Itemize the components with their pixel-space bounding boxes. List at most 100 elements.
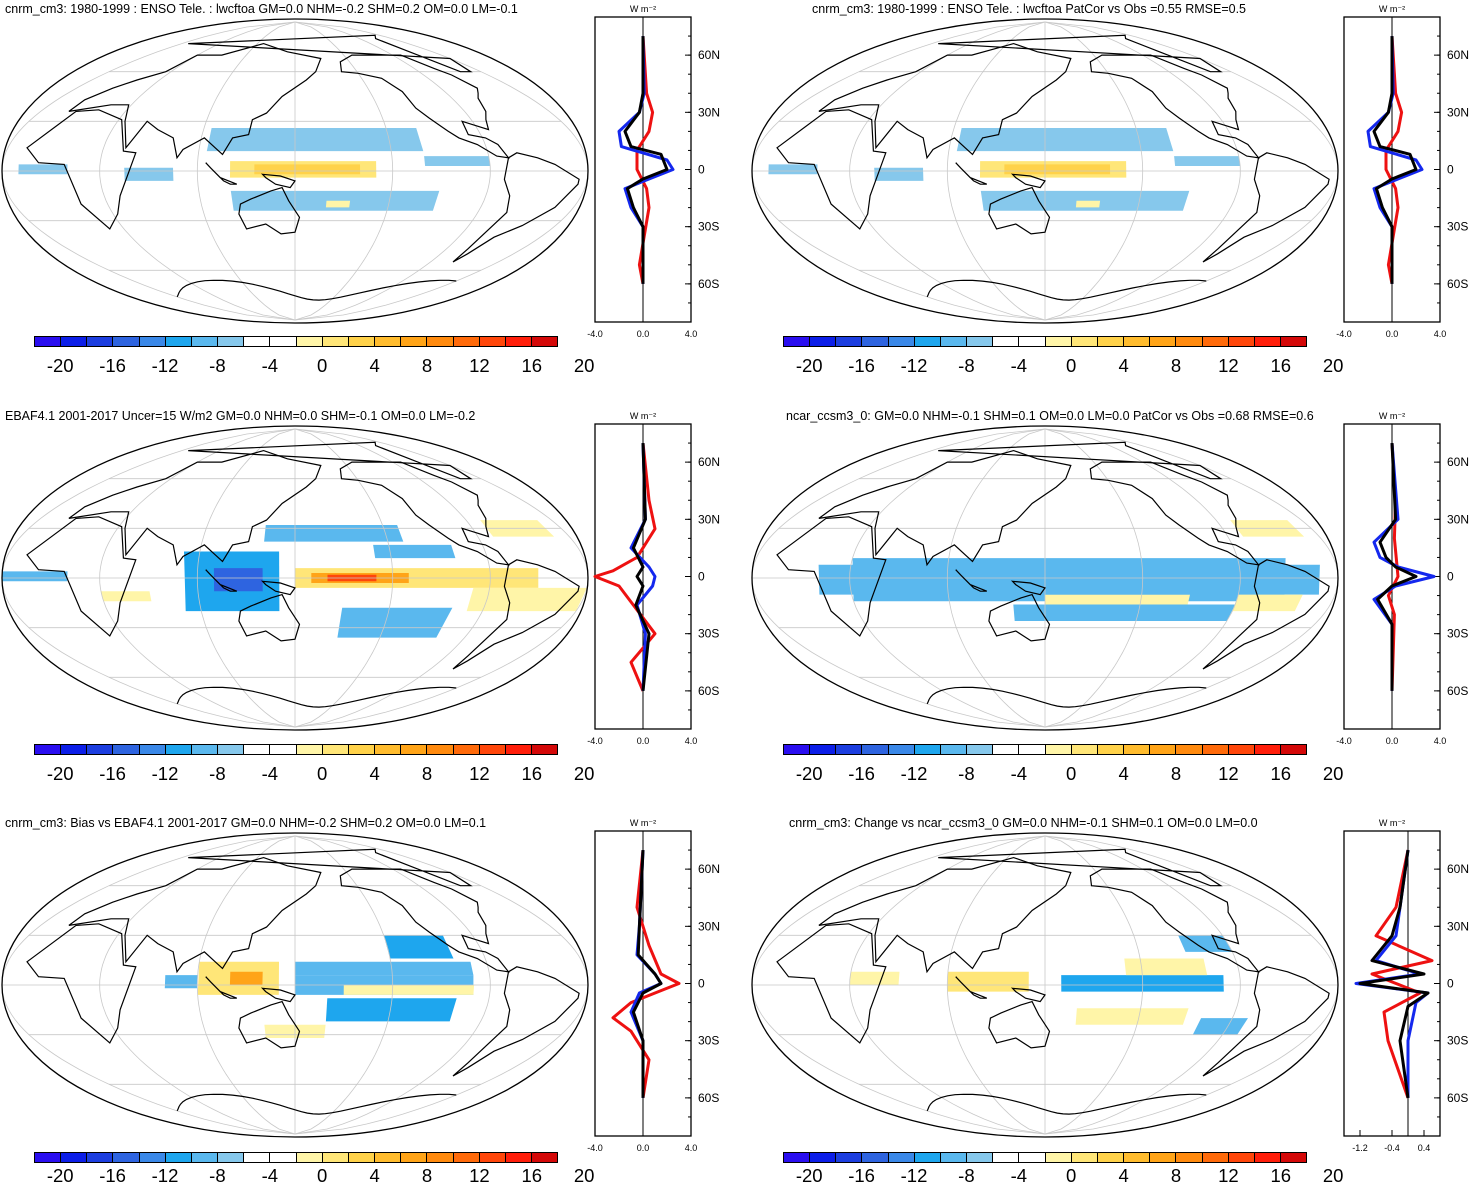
colorbar-swatch xyxy=(165,1153,192,1162)
colorbar-tick-label: 12 xyxy=(1218,1165,1239,1186)
colorbar-swatch xyxy=(1254,337,1281,346)
colorbar-swatch xyxy=(139,1153,166,1162)
colorbar-tick-label: -20 xyxy=(795,763,823,784)
colorbar-swatch xyxy=(1071,745,1098,754)
colorbar-swatch xyxy=(113,745,140,754)
colorbar-tick-label: -4 xyxy=(1010,355,1028,376)
x-tick-label: -0.4 xyxy=(1384,1143,1400,1153)
anomaly-region xyxy=(1075,200,1101,208)
lat-tick-label: 0 xyxy=(1447,163,1454,177)
colorbar-tick-label: -12 xyxy=(900,1165,928,1186)
x-tick-label: -1.2 xyxy=(1352,1143,1368,1153)
colorbar-swatch xyxy=(1097,337,1125,346)
colorbar-swatch xyxy=(1176,745,1203,754)
anomaly-region xyxy=(230,190,440,211)
coastline xyxy=(955,162,988,185)
anomaly-region xyxy=(980,190,1190,211)
coastline xyxy=(68,856,322,974)
coastline xyxy=(26,109,137,230)
lat-tick-label: 60N xyxy=(698,48,720,62)
zonal-unit-label: W m⁻² xyxy=(630,411,656,421)
colorbar-swatch xyxy=(1045,337,1072,346)
colorbar-swatch xyxy=(1280,745,1307,754)
colorbar-swatch xyxy=(1019,337,1046,346)
colorbar-tick-label: 4 xyxy=(369,1165,380,1186)
colorbar xyxy=(34,336,558,347)
colorbar-swatch xyxy=(1045,745,1072,754)
colorbar-tick-label: -20 xyxy=(46,763,74,784)
colorbar-swatch xyxy=(270,1153,297,1162)
panel-title: cnrm_cm3: Bias vs EBAF4.1 2001-2017 GM=0… xyxy=(5,816,487,830)
colorbar-swatch xyxy=(1019,745,1046,754)
colorbar-swatch xyxy=(139,745,166,754)
lat-tick-label: 60S xyxy=(1447,1091,1468,1105)
anomaly-region xyxy=(18,164,68,175)
colorbar-swatch xyxy=(888,1153,915,1162)
colorbar-tick-label: -12 xyxy=(900,355,928,376)
x-tick-label: 0.0 xyxy=(637,1143,650,1153)
coastline xyxy=(260,580,296,596)
colorbar-swatch xyxy=(940,1153,968,1162)
colorbar-swatch xyxy=(1280,1153,1307,1162)
lat-tick-label: 30N xyxy=(698,512,720,526)
colorbar-swatch xyxy=(993,745,1020,754)
colorbar-swatch xyxy=(810,745,837,754)
lat-tick-label: 60N xyxy=(1447,48,1469,62)
x-tick-label: 4.0 xyxy=(685,329,698,339)
lat-tick-label: 60N xyxy=(1447,862,1469,876)
coastline xyxy=(776,516,887,637)
colorbar-swatch xyxy=(375,745,402,754)
coastline xyxy=(1089,461,1260,566)
zonal-line-black xyxy=(623,36,669,284)
zonal-unit-label: W m⁻² xyxy=(630,4,656,14)
colorbar-swatch xyxy=(1202,745,1229,754)
world-map xyxy=(1,832,589,1138)
coastline xyxy=(260,987,296,1003)
colorbar-tick-label: -16 xyxy=(99,355,126,376)
colorbar-labels: -20 -16 -12 -8 -4 0 4 8 12 16 20 xyxy=(783,1165,1344,1187)
colorbar-swatch xyxy=(914,1153,941,1162)
x-tick-label: 0.0 xyxy=(637,329,650,339)
anomaly-region xyxy=(295,961,474,976)
colorbar-swatch xyxy=(940,337,968,346)
world-map xyxy=(1,18,589,324)
world-map xyxy=(751,18,1339,324)
x-tick-label: 4.0 xyxy=(1434,736,1447,746)
colorbar-swatch xyxy=(61,745,88,754)
colorbar-swatch xyxy=(427,337,454,346)
panel-title: EBAF4.1 2001-2017 Uncer=15 W/m2 GM=0.0 N… xyxy=(5,409,476,423)
colorbar-swatch xyxy=(401,337,428,346)
lat-tick-label: 30N xyxy=(1447,105,1469,119)
lat-tick-label: 60N xyxy=(698,455,720,469)
colorbar-swatch xyxy=(87,337,114,346)
colorbar-swatch xyxy=(1254,745,1281,754)
zonal-line-black xyxy=(1372,36,1418,284)
colorbar-swatch xyxy=(61,1153,88,1162)
anomaly-region xyxy=(1045,594,1190,605)
coastline xyxy=(68,449,322,567)
anomaly-region xyxy=(947,971,1029,992)
colorbar xyxy=(783,744,1307,755)
anomaly-region xyxy=(373,544,456,559)
lat-tick-label: 0 xyxy=(1447,977,1454,991)
colorbar-swatch xyxy=(244,1153,271,1162)
colorbar-tick-label: -20 xyxy=(795,1165,823,1186)
anomaly-region xyxy=(1178,935,1233,952)
colorbar-tick-label: -16 xyxy=(848,1165,875,1186)
lat-tick-label: 60S xyxy=(1447,684,1468,698)
lat-tick-label: 60N xyxy=(698,862,720,876)
colorbar-swatch xyxy=(453,1153,480,1162)
world-map xyxy=(751,425,1339,731)
zonal-unit-label: W m⁻² xyxy=(1379,818,1405,828)
colorbar-tick-label: 8 xyxy=(1170,763,1182,784)
coastline xyxy=(339,54,510,159)
colorbar-swatch xyxy=(322,745,349,754)
zonal-unit-label: W m⁻² xyxy=(1379,4,1405,14)
lat-tick-label: 60S xyxy=(698,684,719,698)
colorbar-tick-label: -8 xyxy=(958,355,975,376)
anomaly-region xyxy=(325,998,457,1022)
coastline xyxy=(938,34,1223,73)
x-tick-label: -4.0 xyxy=(587,329,603,339)
colorbar-swatch xyxy=(87,1153,114,1162)
colorbar-swatch xyxy=(993,337,1020,346)
